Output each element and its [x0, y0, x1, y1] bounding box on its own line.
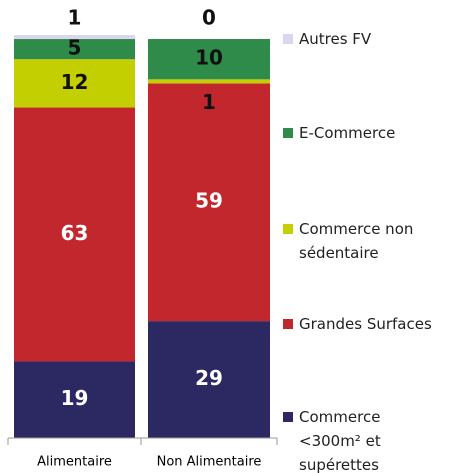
- data-label: 5: [68, 36, 82, 60]
- data-label: 29: [195, 366, 223, 390]
- data-label: 63: [61, 221, 89, 245]
- legend-swatch: [283, 34, 293, 44]
- bar-segment: [14, 361, 135, 438]
- legend-swatch: [283, 128, 293, 138]
- data-label: 59: [195, 189, 223, 213]
- x-tick-label: Non Alimentaire: [157, 455, 262, 470]
- legend-label: Autres FV: [299, 30, 372, 48]
- legend-item: Commerce <300m² et supérettes: [283, 405, 453, 473]
- legend-item: Commerce non sédentaire: [283, 217, 453, 265]
- legend-label: Grandes Surfaces: [299, 315, 432, 333]
- legend-swatch: [283, 412, 293, 422]
- data-label: 1: [202, 90, 216, 114]
- bar-segment: [148, 79, 270, 84]
- data-label: 10: [195, 46, 223, 70]
- legend-label: E-Commerce: [299, 124, 396, 142]
- bar-segment: [148, 321, 270, 438]
- data-label: 19: [61, 386, 89, 410]
- x-tick-label: Alimentaire: [37, 455, 112, 470]
- data-label: 1: [68, 6, 82, 30]
- data-label: 0: [202, 6, 216, 30]
- bar-segment: [148, 39, 270, 80]
- legend-label: Commerce non sédentaire: [299, 220, 414, 262]
- legend-swatch: [283, 319, 293, 329]
- legend-label: Commerce <300m² et supérettes: [299, 408, 381, 473]
- legend-item: Autres FV: [283, 27, 453, 51]
- bar-segment: [14, 107, 135, 362]
- data-label: 12: [61, 70, 89, 94]
- legend-swatch: [283, 224, 293, 234]
- bar-segment: [14, 59, 135, 108]
- bar-segment: [14, 35, 135, 40]
- bar-segment: [14, 39, 135, 60]
- legend-item: E-Commerce: [283, 121, 453, 145]
- bar-segment: [148, 83, 270, 322]
- legend-item: Grandes Surfaces: [283, 312, 453, 336]
